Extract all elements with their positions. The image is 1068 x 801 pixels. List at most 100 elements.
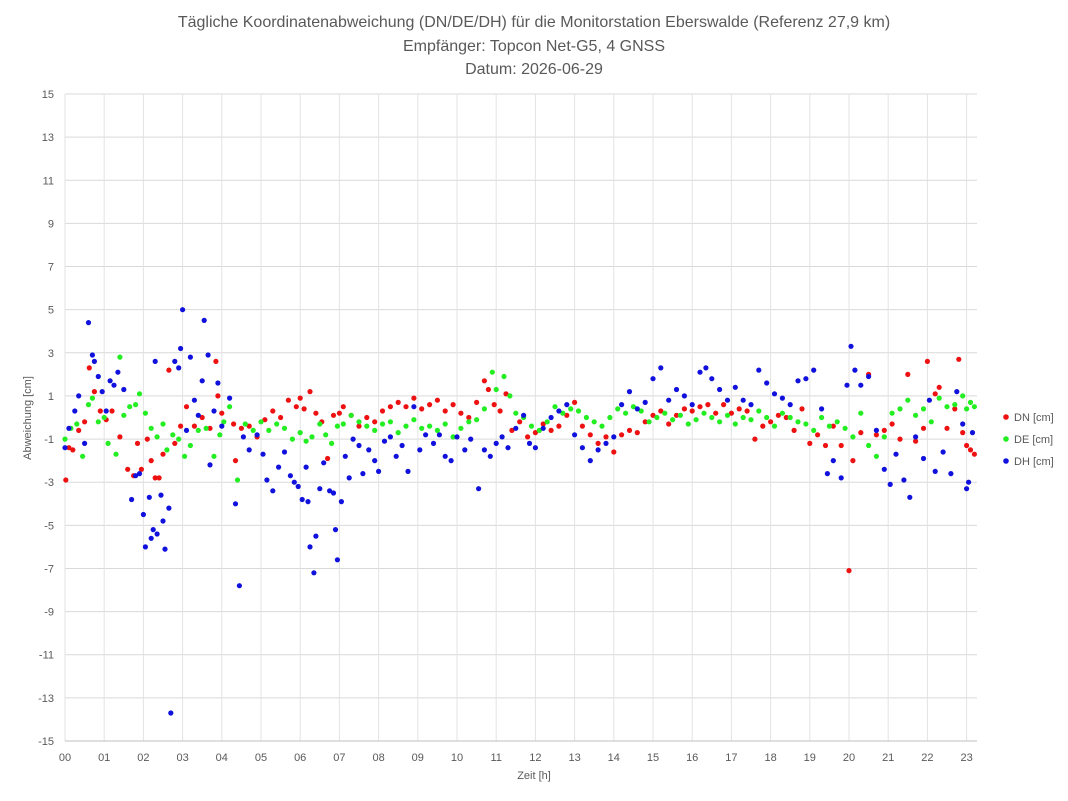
data-point-dn [503,391,509,397]
data-point-dn [301,406,307,412]
data-point-dn [760,423,766,429]
data-point-de [160,421,166,427]
data-point-dh [332,527,339,533]
data-point-de [419,425,425,431]
data-point-dn [138,466,144,472]
data-point-dn [650,412,656,418]
data-point-dn [944,425,950,431]
data-point-dh [291,479,297,485]
data-point-de [944,404,950,410]
data-point-dh [579,445,586,451]
data-point-dh [140,511,146,518]
data-point-de [303,438,309,444]
data-point-de [217,432,223,438]
data-point-dn [481,378,487,384]
data-point-de [258,419,264,425]
data-point-de [203,425,209,431]
data-point-de [364,423,370,429]
data-point-dn [791,427,797,433]
data-point-dh [779,395,786,401]
data-point-dn [658,408,664,414]
data-point-de [234,477,241,483]
data-point-dn [117,434,123,440]
data-point-de [101,414,107,421]
data-point-dh [236,583,242,589]
data-point-dh [121,386,127,393]
data-point-de [552,404,558,410]
data-point-dh [66,425,72,431]
data-point-dh [350,436,356,442]
data-point-de [630,404,637,410]
data-point-de [281,425,288,431]
data-point-dh [430,440,437,446]
data-point-dh [82,440,88,446]
data-point-dh [240,434,246,440]
data-point-dh [89,352,95,358]
data-point-de [607,414,613,421]
data-point-dn [450,402,456,408]
data-point-dh [556,408,562,414]
data-point-dh [95,373,101,380]
data-point-de [842,425,848,431]
data-point-dn [125,466,131,472]
data-point-dh [338,499,344,505]
data-point-dn [881,427,887,433]
data-point-dn [525,434,531,440]
data-point-dh [72,408,78,414]
x-tick-label: 05 [255,752,267,764]
data-point-dh [207,462,213,468]
data-point-de [771,423,778,429]
chart-title-line-1: Tägliche Koordinatenabweichung (DN/DE/DH… [178,14,890,31]
data-point-de [164,447,170,453]
data-point-de [583,414,590,421]
x-tick-label: 21 [882,752,894,764]
data-point-dh [476,486,482,492]
data-point-de [297,430,303,436]
data-point-dn [109,408,115,414]
data-point-dh [564,402,570,408]
data-point-dn [207,425,213,431]
data-point-de [967,399,974,405]
data-point-de [591,419,597,425]
data-point-dn [148,458,154,464]
data-point-de [113,451,119,457]
data-point-de [221,419,227,425]
x-tick-label: 02 [137,752,149,764]
data-point-de [117,354,123,360]
data-point-dh [940,449,946,455]
data-point-de [575,408,582,414]
legend-marker-dh [1003,458,1009,464]
data-point-dh [540,425,546,431]
data-point-dn [807,440,813,446]
data-point-de [458,425,464,431]
data-point-dh [920,455,927,462]
data-point-dn [681,406,688,412]
data-point-dn [246,423,252,429]
data-point-de [80,453,86,459]
data-point-de [724,412,731,418]
data-point-dn [587,432,593,438]
data-point-dh [176,365,182,371]
data-point-dh [881,466,887,472]
data-point-dh [205,352,211,358]
data-point-de [536,427,542,433]
data-point-dn [91,389,97,395]
data-point-dn [964,442,970,449]
data-point-dh [442,453,448,459]
data-point-dh [548,414,554,421]
data-point-de [372,427,378,433]
data-point-dh [732,384,738,390]
data-point-dh [423,432,429,438]
data-point-dh [158,492,164,498]
data-point-de [834,419,840,425]
data-point-dn [815,432,821,438]
data-point-dh [844,382,850,388]
data-point-de [826,423,833,429]
data-point-de [507,393,513,399]
data-point-dn [744,408,750,414]
data-point-dh [287,473,293,479]
y-tick-label: 13 [42,132,54,144]
data-point-dn [850,458,856,464]
data-point-dh [619,402,625,408]
data-point-dh [215,380,221,386]
